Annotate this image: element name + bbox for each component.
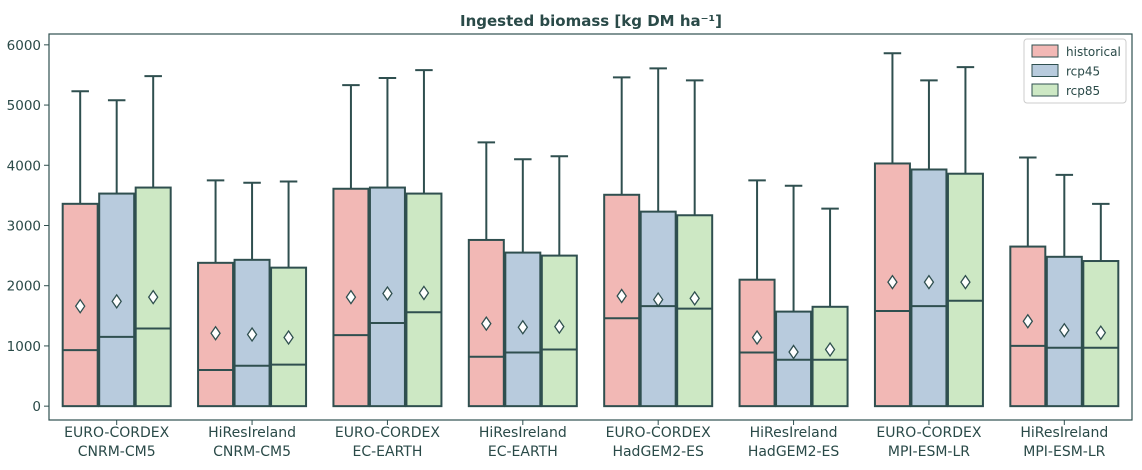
box-rcp45 xyxy=(639,210,677,408)
x-tick-label-line1: HiResIreland xyxy=(1020,425,1108,441)
legend-label-historical: historical xyxy=(1066,45,1121,59)
mean-marker xyxy=(887,274,898,290)
box-group xyxy=(873,52,984,408)
mean-marker xyxy=(923,274,935,290)
x-tick-label-line2: EC-EARTH xyxy=(488,444,558,460)
plot-frame xyxy=(48,33,1133,421)
mean-marker xyxy=(788,344,799,360)
legend-label-rcp45: rcp45 xyxy=(1066,65,1100,79)
x-tick-label-line2: HadGEM2-ES xyxy=(612,444,704,460)
box-group xyxy=(61,75,172,408)
x-axis: EURO-CORDEX CNRM-CM5 HiResIreland CNRM-CM5 E… xyxy=(64,420,1108,460)
y-tick-label: 2000 xyxy=(7,279,41,295)
box-historical xyxy=(467,238,505,408)
mean-marker xyxy=(246,326,258,343)
mean-marker xyxy=(283,329,294,346)
mean-marker xyxy=(960,274,971,290)
mean-marker xyxy=(418,285,430,301)
mean-marker xyxy=(1095,325,1107,341)
mean-marker xyxy=(382,285,393,302)
y-tick-label: 4000 xyxy=(7,158,41,174)
legend-swatch-rcp85 xyxy=(1031,83,1059,97)
mean-marker xyxy=(147,289,159,305)
x-tick-label-line1: EURO-CORDEX xyxy=(606,425,711,441)
y-tick-label: 1000 xyxy=(7,339,41,355)
y-axis: 0 1000 2000 3000 4000 5000 6000 xyxy=(7,38,49,415)
y-tick-label: 0 xyxy=(32,399,41,415)
x-tick-label-line1: EURO-CORDEX xyxy=(64,425,169,441)
x-tick-label-line1: HiResIreland xyxy=(208,425,296,441)
mean-marker xyxy=(751,329,763,346)
x-tick-label-line2: EC-EARTH xyxy=(352,444,422,460)
mean-marker xyxy=(652,291,664,308)
x-tick-label-line1: EURO-CORDEX xyxy=(876,425,981,441)
box-group xyxy=(738,179,849,408)
x-tick-label-line2: CNRM-CM5 xyxy=(78,444,156,460)
mean-marker xyxy=(1022,313,1034,329)
x-tick-label-line1: EURO-CORDEX xyxy=(335,425,440,441)
box-group xyxy=(467,141,578,408)
mean-marker xyxy=(111,293,122,310)
mean-marker xyxy=(824,341,836,358)
y-tick-label: 3000 xyxy=(7,218,41,234)
mean-marker xyxy=(1059,322,1070,338)
x-tick-label-line2: MPI-ESM-LR xyxy=(1023,444,1105,460)
x-tick-label-line2: CNRM-CM5 xyxy=(213,444,291,460)
x-tick-label-line2: MPI-ESM-LR xyxy=(888,444,970,460)
mean-marker xyxy=(210,325,221,341)
box-rcp85 xyxy=(946,172,984,408)
box-group xyxy=(197,179,308,408)
box-rcp85 xyxy=(134,186,172,408)
box-group xyxy=(603,67,714,408)
mean-marker xyxy=(554,319,565,335)
legend-label-rcp85: rcp85 xyxy=(1066,84,1100,98)
mean-marker xyxy=(689,290,700,307)
mean-marker xyxy=(517,319,529,335)
box-rcp85 xyxy=(676,214,714,408)
box-group xyxy=(332,69,443,408)
box-group xyxy=(1009,156,1120,408)
chart-title: Ingested biomass [kg DM ha⁻¹] xyxy=(460,12,722,30)
x-tick-label-line1: HiResIreland xyxy=(750,425,838,441)
box-rcp45 xyxy=(910,168,948,408)
legend-swatch-historical xyxy=(1031,44,1059,58)
box-groups xyxy=(61,52,1120,408)
legend: historical rcp45 rcp85 xyxy=(1023,38,1127,104)
mean-marker xyxy=(616,288,627,304)
mean-marker xyxy=(345,289,357,305)
mean-marker xyxy=(74,298,86,314)
mean-marker xyxy=(481,316,492,332)
y-tick-label: 5000 xyxy=(7,98,41,114)
x-tick-label-line1: HiResIreland xyxy=(479,425,567,441)
x-tick-label-line2: HadGEM2-ES xyxy=(748,444,840,460)
y-tick-label: 6000 xyxy=(7,38,41,54)
legend-swatch-rcp45 xyxy=(1031,64,1059,77)
